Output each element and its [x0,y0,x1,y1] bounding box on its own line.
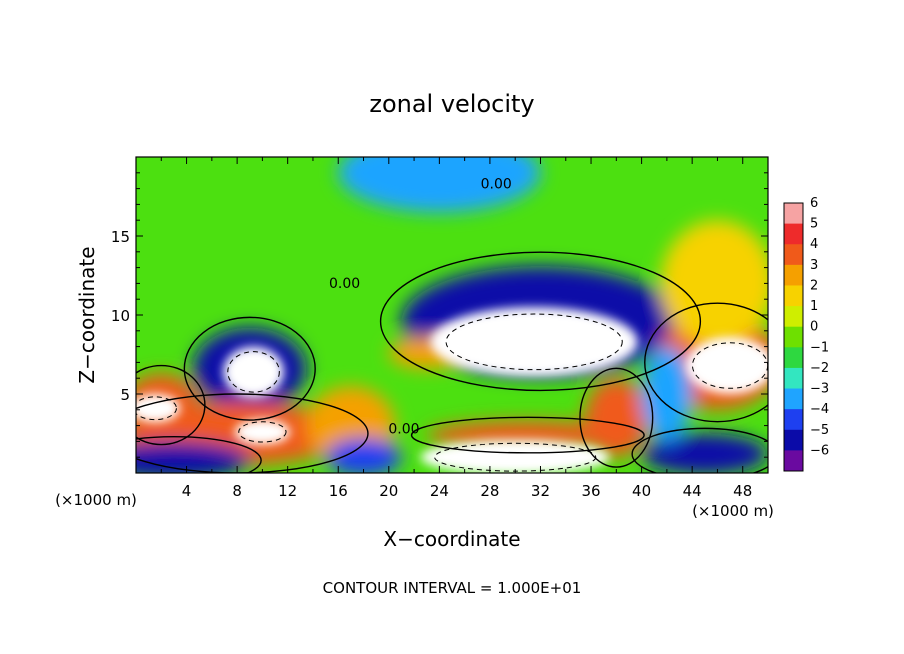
contour-zero-16 [136,435,262,473]
x-tick-label-11: 48 [733,482,752,500]
x-tick-label-2: 12 [278,482,297,500]
colorbar-label-9: −3 [810,382,829,397]
colorbar-swatch-5 [784,306,803,328]
colorbar: 6 5 4 3 2 1 0 −1 −2 −3 −4 −5 −6 [783,196,829,472]
y-tick-label-0: 5 [120,386,130,404]
field-core-layer [136,307,768,473]
colorbar-swatch-4 [784,285,803,307]
x-axis-label: X−coordinate [383,527,520,551]
contour-core-1 [445,313,623,371]
colorbar-label-11: −5 [810,423,829,438]
field-feature-10 [660,220,768,347]
colorbar-swatch-8 [784,367,803,390]
field-feature-9 [685,337,768,394]
colorbar-swatch-0 [784,203,803,225]
colorbar-swatch-11 [784,429,803,451]
colorbar-label-4: 2 [810,278,818,293]
colorbar-label-12: −6 [810,443,829,458]
field-feature-17 [641,433,768,473]
colorbar-label-5: 1 [810,299,818,314]
x-tick-label-10: 44 [683,482,702,500]
colorbar-label-0: 6 [810,196,818,211]
field-feature-3 [223,346,284,398]
field-feature-7 [420,439,610,473]
colorbar-swatch-10 [784,409,803,431]
x-tick-label-4: 20 [379,482,398,500]
colorbar-label-3: 3 [810,258,818,273]
colorbar-label-1: 5 [810,217,818,232]
x-tick-label-5: 24 [430,482,449,500]
x-unit-label-left: (×1000 m) [55,491,137,509]
field-feature-18 [325,438,402,473]
contour-core-5 [238,421,287,443]
chart-title: zonal velocity [369,90,534,118]
x-tick-label-3: 16 [329,482,348,500]
colorbar-swatch-9 [784,388,803,410]
colorbar-label-7: −1 [810,340,829,355]
x-unit-label-right: (×1000 m) [692,502,774,520]
colorbar-swatch-12 [784,450,803,472]
contour-interval-note: CONTOUR INTERVAL = 1.000E+01 [323,579,582,597]
x-tick-label-8: 36 [581,482,600,500]
contour-zero-19 [579,367,654,468]
colorbar-label-2: 4 [810,237,818,252]
colorbar-swatch-6 [784,326,803,348]
colorbar-label-10: −4 [810,402,829,417]
colorbar-swatch-1 [784,223,803,245]
y-axis-ticks: 5 10 15 [111,172,768,458]
field-feature-16 [136,441,250,473]
contour-core-3 [227,351,280,393]
x-axis-ticks: 4 8 12 16 20 24 28 32 36 40 44 48 [160,157,752,500]
contour-label-1: 0.00 [329,276,360,292]
field-feature-5 [234,419,291,445]
contour-lines [136,251,768,473]
contour-label-2: 0.00 [388,422,419,438]
x-tick-label-7: 32 [531,482,550,500]
contour-zero-17 [631,427,768,473]
contour-zero-4 [136,393,369,473]
contour-zero-12 [136,364,206,446]
colorbar-swatch-2 [784,244,803,266]
velocity-field [136,157,768,473]
contour-labels: 0.00 0.00 0.00 [329,177,512,438]
contour-label-0: 0.00 [481,177,512,193]
y-tick-label-2: 15 [111,228,130,246]
field-feature-19 [584,378,648,458]
x-tick-label-6: 28 [480,482,499,500]
y-axis-label: Z−coordinate [75,246,99,383]
colorbar-frame [783,202,804,472]
y-tick-label-1: 10 [111,307,130,325]
x-tick-label-0: 4 [182,482,192,500]
contour-zero-0 [379,251,702,392]
contour-zero-6 [410,416,645,454]
x-tick-label-9: 40 [632,482,651,500]
field-feature-13 [136,394,181,423]
colorbar-swatch-7 [784,347,803,369]
x-tick-label-1: 8 [232,482,242,500]
contour-zero-2 [183,316,316,421]
field-feature-20 [641,346,693,442]
contour-zero-8 [644,302,768,423]
field-feature-1 [430,307,638,377]
colorbar-label-6: 0 [810,320,818,335]
colorbar-label-8: −2 [810,361,829,376]
contour-core-13 [136,396,177,421]
field-feature-11 [338,157,541,213]
colorbar-swatch-3 [784,264,803,286]
